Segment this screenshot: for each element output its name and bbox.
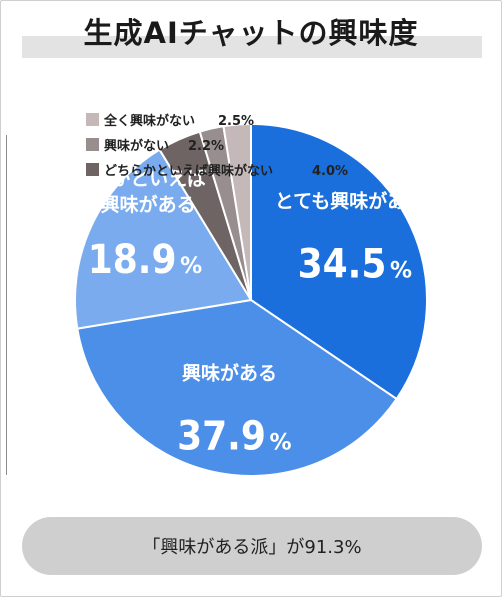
slice-value-0: 34.5 xyxy=(298,242,387,288)
slice-label-line-2-1: 興味がある xyxy=(101,193,196,216)
legend-value-4: 2.2% xyxy=(188,139,224,154)
slice-percent-2: % xyxy=(180,254,202,279)
legend-value-3: 4.0% xyxy=(312,164,348,179)
chart-title: 生成AIチャットの興味度 xyxy=(83,16,419,50)
pie-slice-0 xyxy=(250,122,428,401)
title-band xyxy=(22,36,482,58)
slice-label-1: 興味がある xyxy=(182,362,277,385)
legend-label-4: 興味がない xyxy=(104,138,169,154)
legend-swatch-3 xyxy=(86,163,99,176)
pie-slice-5 xyxy=(222,122,252,301)
legend-value-5: 2.5% xyxy=(218,114,254,129)
legend-swatch-4 xyxy=(86,138,99,151)
pie-slice-2 xyxy=(74,148,253,330)
slice-percent-1: % xyxy=(269,431,291,456)
slice-value-2: 18.9 xyxy=(88,237,177,283)
pie-slice-1 xyxy=(76,298,398,477)
summary-box: 「興味がある派」が91.3% xyxy=(22,517,482,575)
slice-label-0: とても興味がある xyxy=(275,190,425,213)
legend-label-5: 全く興味がない xyxy=(103,113,195,129)
slice-value-1: 37.9 xyxy=(177,414,266,460)
slice-percent-0: % xyxy=(390,259,412,284)
summary-text: 「興味がある派」が91.3% xyxy=(142,537,362,558)
legend-swatch-5 xyxy=(86,113,99,126)
legend-label-3: どちらかといえば興味がない xyxy=(104,163,273,179)
left-rule xyxy=(6,135,7,475)
